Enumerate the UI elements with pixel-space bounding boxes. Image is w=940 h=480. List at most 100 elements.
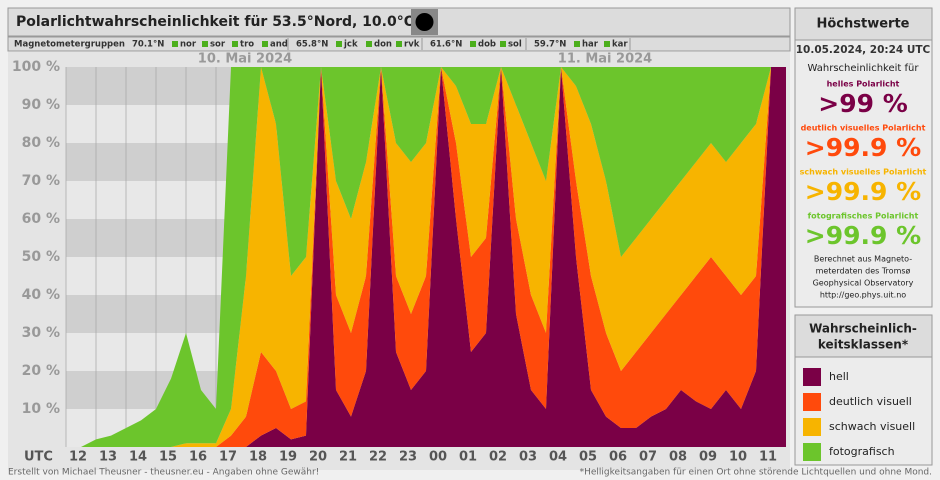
station-status: [574, 41, 580, 47]
x-tick-label: 00: [429, 450, 447, 465]
legend-label: fotografisch: [829, 445, 895, 458]
max-label: deutlich visuelles Polarlicht: [801, 124, 926, 133]
group-lat: 59.7°N: [534, 40, 566, 50]
y-tick-label: 20 %: [22, 363, 60, 379]
groups-label: Magnetometergruppen: [14, 40, 125, 50]
max-title: Höchstwerte: [817, 17, 910, 32]
station-status: [396, 41, 402, 47]
station: kar: [612, 40, 628, 50]
station: sol: [508, 40, 522, 50]
y-tick-label: 30 %: [22, 325, 60, 341]
x-tick-label: 13: [99, 450, 117, 465]
station-status: [202, 41, 208, 47]
max-panel: [794, 7, 933, 308]
station: nor: [180, 40, 197, 50]
legend-swatch: [803, 368, 821, 386]
x-tick-label: 12: [69, 450, 87, 465]
y-tick-label: 10 %: [22, 401, 60, 417]
station: har: [582, 40, 599, 50]
group-lat: 65.8°N: [296, 40, 328, 50]
station-status: [500, 41, 506, 47]
max-label: helles Polarlicht: [827, 80, 900, 89]
max-value: >99.9 %: [805, 221, 921, 250]
x-tick-label: 03: [519, 450, 537, 465]
x-axis-label: UTC: [24, 450, 53, 465]
footer-left: Erstellt von Michael Theusner - theusner…: [8, 468, 319, 478]
y-tick-label: 60 %: [22, 211, 60, 227]
x-tick-label: 17: [219, 450, 237, 465]
area: [66, 67, 786, 447]
groups: 70.1°N nor sor tro and 65.8°N jck don rvk 61.6°N d…: [132, 38, 631, 50]
legend-swatch: [803, 393, 821, 411]
legend-swatch: [803, 443, 821, 461]
intro: Wahrscheinlichkeit für: [808, 63, 920, 74]
moon-icon: [415, 13, 434, 31]
legend: hell deutlich visuell schwach visuell fotog…: [803, 368, 915, 461]
x-tick-label: 08: [669, 450, 687, 465]
station-status: [366, 41, 372, 47]
station: don: [374, 40, 392, 50]
station: rvk: [404, 40, 420, 50]
x-tick-label: 16: [189, 450, 207, 465]
note: meterdaten des Tromsø: [816, 267, 911, 276]
x-tick-label: 10: [729, 450, 747, 465]
max-items: helles Polarlicht>99 % deutlich visuelles…: [800, 80, 927, 300]
station: tro: [240, 40, 254, 50]
max-value: >99.9 %: [805, 133, 921, 162]
date-label: 11. Mai 2024: [558, 52, 652, 67]
station-status: [232, 41, 238, 47]
station: sor: [210, 40, 226, 50]
max-value: >99 %: [818, 89, 908, 118]
max-label: schwach visuelles Polarlicht: [800, 168, 927, 177]
plot: 10 % 20 % 30 % 40 % 50 % 60 % 70 % 80 % 90 % 100 …: [12, 52, 786, 465]
max-label: fotografisches Polarlicht: [808, 212, 919, 221]
x-tick-label: 23: [399, 450, 417, 465]
footer-right: *Helligkeitsangaben für einen Ort ohne s…: [580, 468, 932, 478]
group-lat: 70.1°N: [132, 40, 164, 50]
area: [66, 67, 786, 447]
station-status: [336, 41, 342, 47]
legend-swatch: [803, 418, 821, 436]
legend-label: deutlich visuell: [829, 395, 912, 408]
y-tick-label: 80 %: [22, 135, 60, 151]
station: dob: [478, 40, 496, 50]
legend-label: hell: [829, 370, 849, 383]
x-tick-label: 02: [489, 450, 507, 465]
station: jck: [343, 40, 358, 50]
area: [66, 67, 786, 447]
x-tick-label: 11: [759, 450, 777, 465]
legend-header: [794, 314, 933, 358]
y-tick-label: 100 %: [12, 59, 60, 75]
x-tick-label: 18: [249, 450, 267, 465]
x-tick-label: 05: [579, 450, 597, 465]
x-tick-label: 19: [279, 450, 297, 465]
station: and: [270, 40, 288, 50]
station-status: [470, 41, 476, 47]
y-tick-label: 90 %: [22, 97, 60, 113]
y-tick-label: 40 %: [22, 287, 60, 303]
max-value: >99.9 %: [805, 177, 921, 206]
note: Geophysical Observatory: [813, 279, 914, 288]
y-tick-label: 50 %: [22, 249, 60, 265]
legend-title: keitsklassen*: [818, 338, 909, 352]
station-status: [172, 41, 178, 47]
note: Berechnet aus Magneto-: [814, 255, 912, 264]
x-tick-label: 07: [639, 450, 657, 465]
note: http://geo.phys.uit.no: [820, 291, 906, 300]
max-panel-header: [794, 7, 933, 41]
x-tick-label: 14: [129, 450, 147, 465]
x-tick-label: 09: [699, 450, 717, 465]
x-tick-label: 22: [369, 450, 387, 465]
x-tick-label: 20: [309, 450, 327, 465]
legend-title: Wahrscheinlich-: [809, 322, 917, 336]
x-tick-label: 01: [459, 450, 477, 465]
title: Polarlichtwahrscheinlichkeit für 53.5°No…: [16, 14, 431, 30]
station-status: [262, 41, 268, 47]
timestamp: 10.05.2024, 20:24 UTC: [796, 44, 931, 56]
y-tick-label: 70 %: [22, 173, 60, 189]
x-tick-label: 21: [339, 450, 357, 465]
legend-label: schwach visuell: [829, 420, 915, 433]
x-tick-label: 06: [609, 450, 627, 465]
date-label: 10. Mai 2024: [198, 52, 292, 67]
